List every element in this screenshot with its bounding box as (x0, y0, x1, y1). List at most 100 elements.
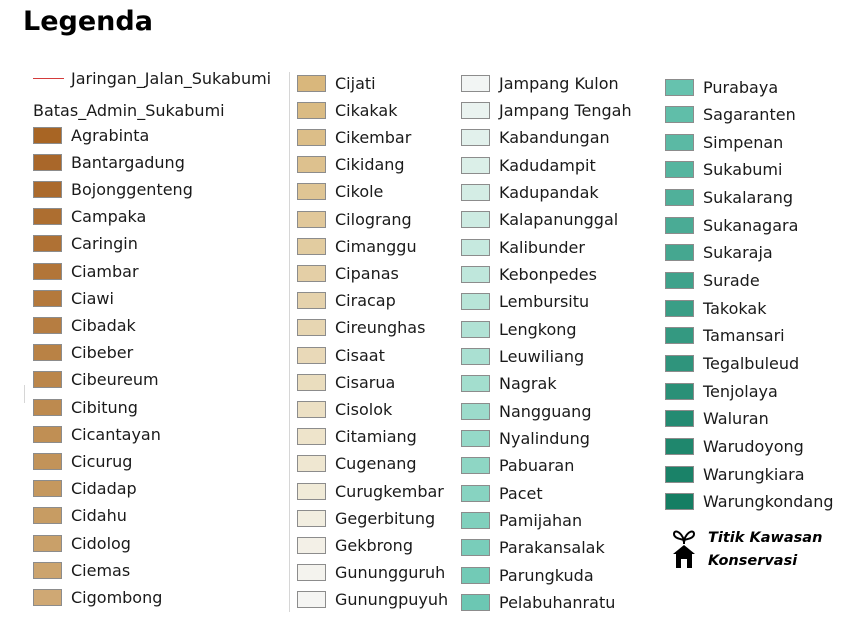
legend-swatch (461, 238, 490, 256)
legend-item-label: Jampang Tengah (499, 100, 632, 120)
legend-item-label: Cisaat (335, 345, 385, 365)
legend-item: Ciambar (33, 260, 139, 282)
legend-item-label: Lengkong (499, 319, 577, 339)
legend-item-label: Cimanggu (335, 236, 417, 256)
legend-swatch (461, 183, 490, 201)
legend-swatch (33, 316, 62, 334)
legend-item-label: Caringin (71, 234, 138, 254)
legend-item: Kebonpedes (461, 263, 597, 285)
legend-item-label: Cisarua (335, 372, 396, 392)
legend-item-label: Cibadak (71, 315, 136, 335)
legend-item-label: Cilograng (335, 209, 412, 229)
legend-item-label: Nangguang (499, 401, 592, 421)
legend-item-label: Nyalindung (499, 429, 590, 449)
legend-item-label: Gunungpuyuh (335, 590, 449, 610)
legend-item: Waluran (665, 408, 769, 430)
legend-item-label: Cibeureum (71, 370, 159, 390)
legend-swatch (297, 292, 326, 310)
legend-item: Cibadak (33, 314, 136, 336)
legend-item-label: Citamiang (335, 427, 417, 447)
legend-item-label: Pamijahan (499, 511, 583, 531)
legend-item: Pamijahan (461, 510, 582, 532)
legend-item: Cisarua (297, 371, 395, 393)
legend-item-label: Tegalbuleud (703, 354, 800, 373)
legend-item: Lengkong (461, 318, 577, 340)
legend-item: Citamiang (297, 426, 417, 448)
legend-swatch (297, 183, 326, 201)
legend-item: Nagrak (461, 373, 557, 395)
legend-swatch (33, 289, 62, 307)
legend-item-label: Pabuaran (499, 456, 575, 476)
legend-item: Cugenang (297, 453, 417, 475)
legend-group-header: Batas_Admin_Sukabumi (33, 99, 225, 121)
legend-swatch (461, 211, 490, 229)
legend-swatch (297, 156, 326, 174)
column-divider (24, 385, 25, 403)
legend-item: Cipanas (297, 262, 399, 284)
conservation-label-line-1: Titik Kawasan (708, 530, 823, 546)
legend-item: Cireunghas (297, 317, 425, 339)
legend-item-label: Jaringan_Jalan_Sukabumi (71, 68, 272, 88)
legend-item: Cikole (297, 181, 383, 203)
legend-item: Kabandungan (461, 127, 610, 149)
legend-item-label: Cicantayan (71, 424, 161, 444)
legend-item: Sagaranten (665, 104, 796, 126)
legend-item-label: Warudoyong (703, 436, 804, 456)
legend-item: Cibitung (33, 396, 138, 418)
legend-swatch (297, 482, 326, 500)
legend-item-label: Cidahu (71, 506, 127, 526)
legend-swatch (297, 346, 326, 364)
legend-item: Ciemas (33, 559, 130, 581)
legend-item-label: Gekbrong (335, 535, 413, 555)
legend-swatch (297, 128, 326, 146)
legend-item-label: Cibeber (71, 343, 134, 363)
legend-swatch (297, 428, 326, 446)
legend-swatch (297, 509, 326, 527)
legend-item-label: Cisolok (335, 399, 393, 419)
legend-swatch (461, 430, 490, 448)
legend-item: Cijati (297, 72, 376, 94)
legend-item: Purabaya (665, 76, 778, 98)
legend-item-label: Parungkuda (499, 565, 594, 585)
legend-item-label: Cireunghas (335, 318, 426, 338)
legend-swatch (461, 594, 490, 612)
legend-item: Curugkembar (297, 480, 444, 502)
legend-swatch (461, 512, 490, 530)
legend-item-label: Nagrak (499, 374, 557, 394)
legend-item: Kadupandak (461, 181, 599, 203)
legend-swatch (33, 371, 62, 389)
legend-item: Jampang Kulon (461, 72, 619, 94)
legend-item: Sukabumi (665, 159, 782, 181)
legend-item: Simpenan (665, 131, 783, 153)
legend-item: Cimanggu (297, 235, 417, 257)
legend-item: Gunungguruh (297, 562, 445, 584)
legend-item-label: Cikidang (335, 155, 405, 175)
legend-item-label: Tamansari (703, 326, 785, 346)
road-line-symbol (33, 77, 64, 79)
legend-item: Cisaat (297, 344, 385, 366)
legend-item: Gunungpuyuh (297, 589, 448, 611)
legend-item-label: Sukaraja (703, 243, 773, 263)
legend-item-label: Agrabinta (71, 125, 150, 145)
legend-item-label: Cijati (335, 73, 376, 93)
legend-item: Bojonggenteng (33, 178, 193, 200)
legend-item: Tenjolaya (665, 380, 778, 402)
legend-item-label: Sukabumi (703, 160, 783, 180)
legend-item-label: Jampang Kulon (499, 73, 619, 93)
legend-item-label: Kalapanunggal (499, 210, 619, 230)
legend-swatch (461, 74, 490, 92)
legend-item: Cibeureum (33, 369, 159, 391)
column-divider (289, 72, 290, 612)
legend-item-label: Kadudampit (499, 155, 596, 175)
legend-item-roads: Jaringan_Jalan_Sukabumi (33, 67, 271, 89)
legend-swatch (33, 398, 62, 416)
legend-swatch (297, 400, 326, 418)
legend-item: Leuwiliang (461, 346, 584, 368)
legend-item: Sukaraja (665, 242, 773, 264)
legend-item: Cigombong (33, 586, 162, 608)
legend-item-label: Kadupandak (499, 182, 599, 202)
legend-swatch (33, 153, 62, 171)
legend-swatch (461, 402, 490, 420)
legend-item: Sukalarang (665, 187, 793, 209)
conservation-label-line-2: Konservasi (708, 553, 798, 569)
